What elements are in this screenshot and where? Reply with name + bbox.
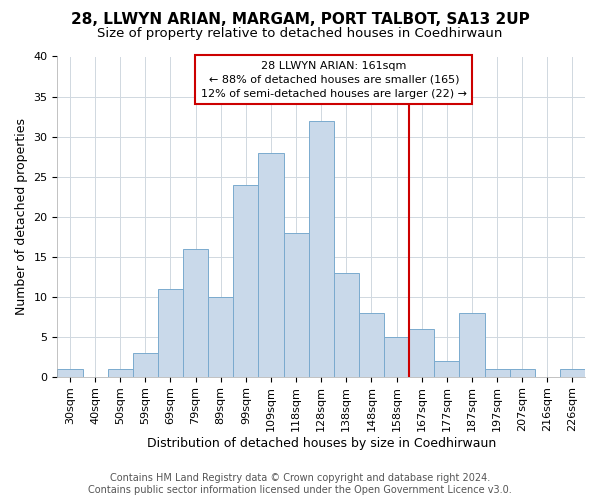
Bar bbox=[560, 368, 585, 376]
Bar bbox=[384, 336, 409, 376]
Text: Contains HM Land Registry data © Crown copyright and database right 2024.
Contai: Contains HM Land Registry data © Crown c… bbox=[88, 474, 512, 495]
Bar bbox=[434, 360, 460, 376]
X-axis label: Distribution of detached houses by size in Coedhirwaun: Distribution of detached houses by size … bbox=[146, 437, 496, 450]
Bar bbox=[485, 368, 509, 376]
Text: 28 LLWYN ARIAN: 161sqm
← 88% of detached houses are smaller (165)
12% of semi-de: 28 LLWYN ARIAN: 161sqm ← 88% of detached… bbox=[201, 60, 467, 98]
Bar bbox=[509, 368, 535, 376]
Text: Size of property relative to detached houses in Coedhirwaun: Size of property relative to detached ho… bbox=[97, 28, 503, 40]
Bar bbox=[233, 184, 259, 376]
Bar bbox=[133, 352, 158, 376]
Text: 28, LLWYN ARIAN, MARGAM, PORT TALBOT, SA13 2UP: 28, LLWYN ARIAN, MARGAM, PORT TALBOT, SA… bbox=[71, 12, 529, 28]
Bar bbox=[208, 296, 233, 376]
Y-axis label: Number of detached properties: Number of detached properties bbox=[15, 118, 28, 315]
Bar bbox=[460, 312, 485, 376]
Bar bbox=[183, 248, 208, 376]
Bar bbox=[284, 232, 308, 376]
Bar bbox=[107, 368, 133, 376]
Bar bbox=[58, 368, 83, 376]
Bar bbox=[334, 272, 359, 376]
Bar bbox=[409, 328, 434, 376]
Bar bbox=[359, 312, 384, 376]
Bar bbox=[158, 288, 183, 376]
Bar bbox=[308, 120, 334, 376]
Bar bbox=[259, 152, 284, 376]
